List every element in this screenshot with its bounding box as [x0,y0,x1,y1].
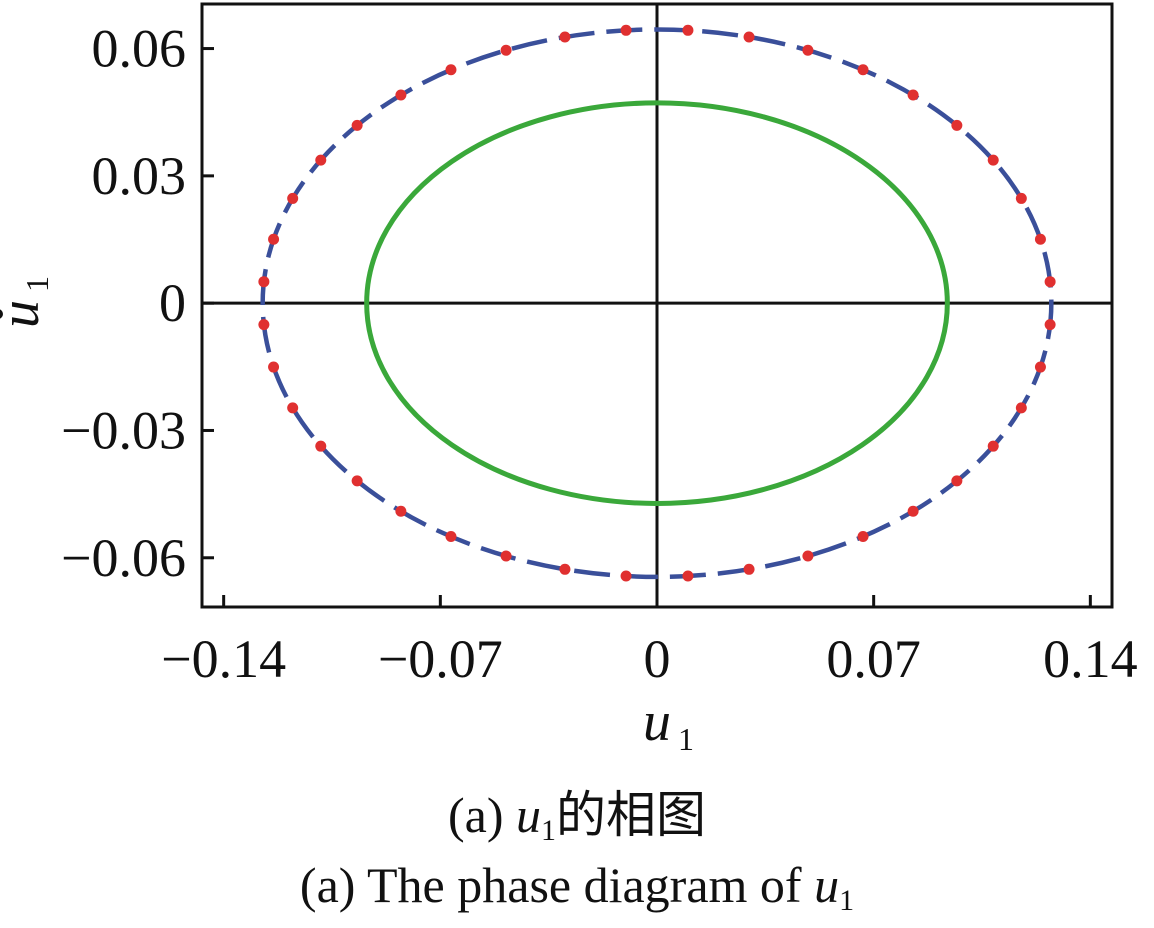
series-1-marker [395,505,407,517]
series-1-marker [258,319,270,331]
series-1-marker [500,550,512,562]
caption-zh-suffix: 的相图 [556,787,706,843]
x-tick-label: −0.07 [378,629,503,689]
x-axis-label-subscript: 1 [678,721,694,757]
y-axis-label-dot [0,309,3,319]
series-1-marker [987,440,999,452]
caption-en-prefix: (a) The phase diagram of [299,857,815,913]
series-1-marker [743,563,755,575]
x-axis-label: u [643,691,671,753]
series-1-marker [802,44,814,56]
y-tick-label: 0 [159,273,186,333]
y-axis-label-text: u [0,300,51,328]
series-1-marker [445,64,457,76]
series-1-marker [802,550,814,562]
caption-chinese: (a) u1的相图 [0,787,1154,846]
y-axis-label-subscript: 1 [19,276,55,292]
series-1-marker [351,475,363,487]
y-tick-label: 0.06 [92,19,187,79]
series-1-marker [268,233,280,245]
x-tick-label: 0 [644,629,671,689]
series-1-marker [1044,276,1056,288]
series-1-marker [1015,402,1027,414]
series-1-marker [287,192,299,204]
series-1-marker [951,119,963,131]
series-1-marker [987,154,999,166]
caption-en-var: u [814,857,840,913]
series-1-marker [1015,192,1027,204]
x-tick-label: 0.14 [1043,629,1138,689]
caption-zh-prefix: (a) [448,787,516,843]
series-1-marker [620,24,632,36]
series-1-marker [445,531,457,543]
series-1-marker [682,570,694,582]
series-1-marker [907,505,919,517]
series-1-marker [951,475,963,487]
series-1-marker [559,563,571,575]
series-1-marker [620,570,632,582]
series-1-marker [907,89,919,101]
caption-english: (a) The phase diagram of u1 [0,857,1154,916]
series-1-marker [743,31,755,43]
series-1-marker [395,89,407,101]
caption-zh-sub: 1 [541,814,556,847]
series-1-marker [1034,361,1046,373]
series-1-marker [315,154,327,166]
caption-zh-var: u [516,787,541,843]
caption-en-sub: 1 [839,884,855,917]
series-1-marker [258,276,270,288]
series-1-marker [315,440,327,452]
y-tick-label: −0.03 [61,400,186,460]
series-1-marker [1044,319,1056,331]
series-1-marker [268,361,280,373]
series-1-marker [1034,233,1046,245]
y-axis-label: u1 [0,276,55,328]
series-1-marker [351,119,363,131]
series-1-marker [559,31,571,43]
y-tick-label: −0.06 [61,528,186,588]
series-1-marker [287,402,299,414]
x-tick-label: 0.07 [826,629,921,689]
series-1-marker [682,24,694,36]
series-2-curve [364,100,950,506]
x-tick-label: −0.14 [161,629,286,689]
y-tick-label: 0.03 [92,146,187,206]
series-0-curve [260,27,1054,580]
series-1-marker [857,64,869,76]
series-1-marker [500,44,512,56]
series-1-marker [857,531,869,543]
